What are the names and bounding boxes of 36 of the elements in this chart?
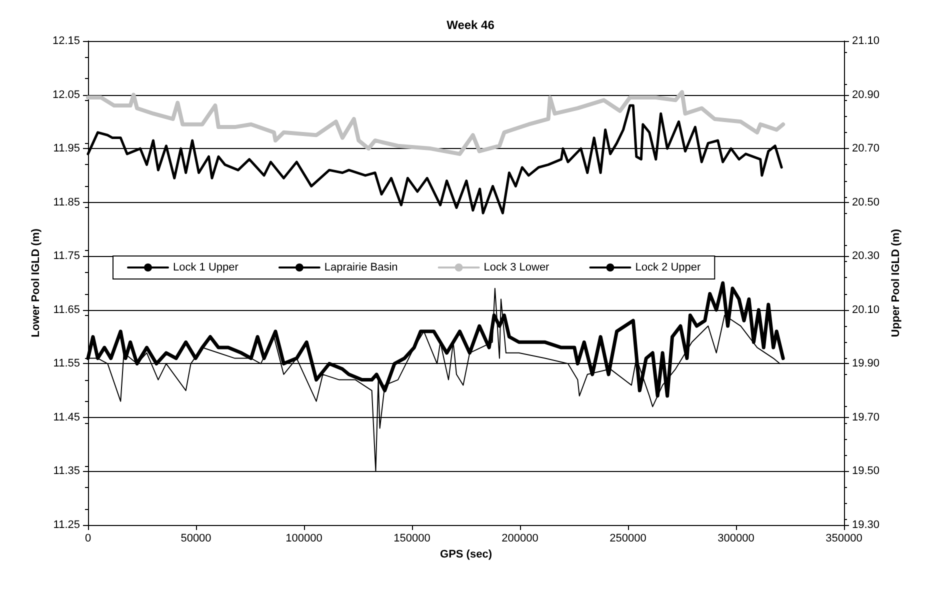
y2-tick-label: 20.70 [852,142,880,155]
y2-tick-label: 20.10 [852,304,880,316]
x-tick-label: 100000 [286,532,322,544]
x-tick-label: 150000 [394,532,430,544]
y2-tick-label: 19.50 [852,465,880,478]
x-tick-label: 50000 [180,532,212,544]
y-tick-label: 11.45 [53,411,80,424]
y-tick-label: 12.05 [52,88,80,101]
y-tick-label: 11.25 [53,519,80,531]
y-tick-label: 11.55 [53,358,80,370]
y-tick-label: 11.75 [53,250,80,262]
x-tick-label: 0 [84,532,92,544]
x-tick-label: 200000 [502,532,538,544]
y-tick-label: 11.85 [53,196,80,208]
y2-tick-label: 20.50 [852,196,880,208]
y-tick-label: 11.35 [53,465,80,478]
y2-axis-title: Upper Pool IGLD (m) [890,228,902,338]
x-tick-label: 250000 [610,532,646,544]
y2-tick-label: 20.90 [852,88,880,101]
legend-label: Lock 2 Upper [635,262,701,274]
x-tick-label: 350000 [826,532,862,544]
x-tick-label: 300000 [718,532,754,544]
x-axis-title: GPS (sec) [440,548,492,560]
y2-tick-label: 19.70 [852,411,880,424]
legend-label: Laprairie Basin [324,262,398,274]
y2-tick-label: 21.10 [852,35,880,47]
chart-title: Week 46 [446,18,495,32]
y-tick-label: 11.65 [53,304,80,316]
legend-label: Lock 3 Lower [484,262,550,274]
y2-tick-label: 20.30 [852,250,880,262]
legend-label: Lock 1 Upper [173,262,239,274]
y-tick-label: 12.15 [52,35,80,47]
y2-tick-label: 19.90 [852,358,880,370]
y-axis-title: Lower Pool IGLD (m) [30,228,42,338]
y-tick-label: 11.95 [53,142,80,155]
y2-tick-label: 19.30 [852,519,880,531]
